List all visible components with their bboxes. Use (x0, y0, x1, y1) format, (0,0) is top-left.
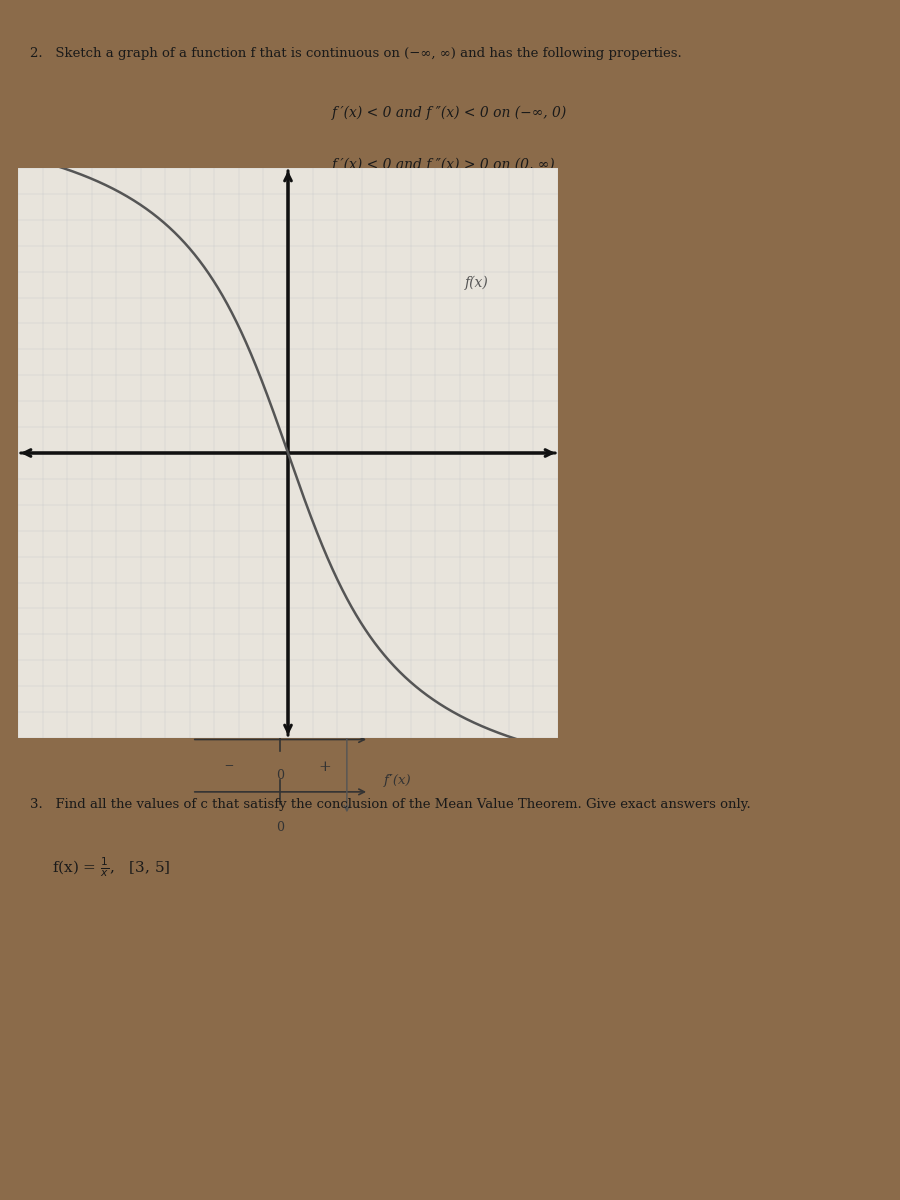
Text: 2.   Sketch a graph of a function f that is continuous on (−∞, ∞) and has the fo: 2. Sketch a graph of a function f that i… (30, 47, 681, 60)
Text: f(x): f(x) (464, 276, 489, 290)
Text: 3.   Find all the values of c that satisfy the conclusion of the Mean Value Theo: 3. Find all the values of c that satisfy… (30, 798, 751, 811)
Text: –: – (224, 756, 233, 774)
Text: f(x) = $\frac{1}{x}$,   [3, 5]: f(x) = $\frac{1}{x}$, [3, 5] (51, 856, 170, 880)
Text: 0: 0 (276, 769, 284, 781)
Text: +: + (319, 761, 331, 774)
Text: f ′(x) < 0 and f ″(x) > 0 on (0, ∞): f ′(x) < 0 and f ″(x) > 0 on (0, ∞) (332, 157, 555, 172)
Text: 0: 0 (276, 821, 284, 834)
Text: –: – (320, 704, 329, 722)
Text: f ′(x) < 0 and f ″(x) < 0 on (−∞, 0): f ′(x) < 0 and f ″(x) < 0 on (−∞, 0) (332, 106, 567, 120)
Text: f″(x): f″(x) (383, 774, 411, 787)
Text: f′(x): f′(x) (383, 721, 410, 734)
Text: –: – (224, 704, 233, 722)
